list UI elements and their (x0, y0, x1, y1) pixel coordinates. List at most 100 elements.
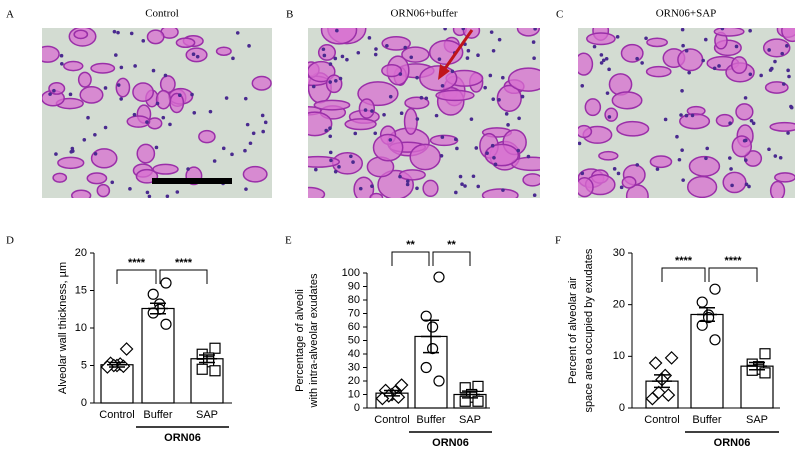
data-point (709, 334, 721, 346)
tissue-blob (398, 169, 426, 181)
nucleus (340, 54, 345, 59)
nucleus (373, 131, 378, 136)
nucleus (474, 146, 479, 150)
nucleus (728, 156, 732, 160)
y-tick-label: 30 (348, 361, 360, 373)
nucleus (465, 56, 470, 60)
nucleus (415, 75, 419, 80)
nucleus (786, 68, 790, 73)
y-tick-label: 0 (619, 402, 625, 414)
nucleus (440, 84, 445, 88)
nucleus (52, 88, 56, 93)
nucleus (580, 171, 585, 176)
nucleus (490, 143, 495, 148)
nucleus (103, 125, 108, 130)
nucleus (398, 174, 402, 179)
nucleus (110, 180, 115, 185)
panel-letter: E (285, 235, 292, 247)
significance-label: **** (175, 257, 193, 269)
tissue-blob (762, 38, 791, 58)
nucleus (322, 53, 327, 58)
nucleus (405, 182, 410, 187)
nucleus (133, 64, 137, 68)
tissue-blob (169, 92, 185, 114)
nucleus (720, 28, 725, 31)
nucleus (704, 156, 708, 161)
x-tick-label: SAP (196, 409, 218, 421)
nucleus (132, 112, 137, 117)
tissue-blob (353, 176, 375, 198)
tissue-blob (646, 37, 668, 48)
tissue-blob (155, 89, 172, 110)
significance-bracket (116, 269, 157, 284)
group-label: ORN06 (432, 437, 469, 449)
nucleus (243, 96, 248, 101)
nucleus (165, 194, 170, 198)
data-point (427, 343, 439, 355)
tissue-blob (242, 165, 268, 183)
nucleus (488, 73, 493, 78)
tissue-blob (403, 107, 418, 135)
nucleus (655, 167, 660, 171)
y-tick-label: 60 (348, 321, 360, 333)
tissue-blob (372, 133, 404, 162)
nucleus (680, 148, 684, 152)
x-tick-label: SAP (459, 414, 481, 426)
tissue-blob (496, 84, 522, 113)
data-point (394, 378, 409, 392)
error-bar (382, 389, 402, 397)
y-tick-label: 10 (613, 350, 625, 362)
nucleus (103, 86, 108, 90)
nucleus (358, 186, 363, 191)
y-tick-label: 20 (613, 299, 625, 311)
panel-title: Control (145, 8, 179, 20)
nucleus (370, 109, 374, 113)
x-tick-label: Control (99, 409, 134, 421)
nucleus (787, 74, 791, 79)
nucleus (684, 113, 689, 118)
panel-letter: A (6, 9, 14, 21)
error-bar (697, 307, 717, 322)
nucleus (466, 48, 471, 53)
nucleus (128, 187, 132, 191)
tissue-blob (115, 77, 131, 98)
nucleus (533, 28, 537, 31)
tissue-blob (481, 188, 519, 198)
tissue-blob (679, 113, 711, 130)
nucleus (768, 68, 773, 72)
nucleus (471, 174, 476, 179)
tissue-blob (616, 120, 650, 137)
data-point (759, 367, 771, 379)
tissue-blob (429, 134, 459, 147)
panel-title: ORN06+buffer (390, 8, 457, 20)
nucleus (773, 59, 777, 64)
arrow-head (438, 64, 450, 80)
tissue-blob (781, 28, 795, 43)
nucleus (68, 92, 73, 97)
error-bar (652, 374, 672, 389)
data-point (420, 361, 432, 374)
tissue-blob (215, 46, 232, 56)
micrograph (308, 28, 540, 198)
nucleus (767, 48, 771, 52)
tissue-blob (620, 43, 644, 63)
significance-label: ** (406, 239, 415, 251)
nucleus (409, 55, 414, 60)
tissue-blob (381, 63, 403, 78)
panel-title: ORN06+SAP (656, 8, 717, 20)
nucleus (48, 92, 52, 96)
x-tick-label: Buffer (692, 414, 721, 426)
nucleus (497, 97, 501, 102)
nucleus (663, 117, 668, 122)
nucleus (742, 138, 747, 143)
nucleus (175, 190, 180, 194)
nucleus (351, 160, 355, 164)
nucleus (453, 137, 458, 142)
nucleus (328, 126, 332, 131)
nucleus (491, 97, 496, 101)
nucleus (385, 44, 389, 48)
nucleus (687, 70, 691, 75)
nucleus (230, 152, 234, 157)
nucleus (328, 134, 333, 139)
